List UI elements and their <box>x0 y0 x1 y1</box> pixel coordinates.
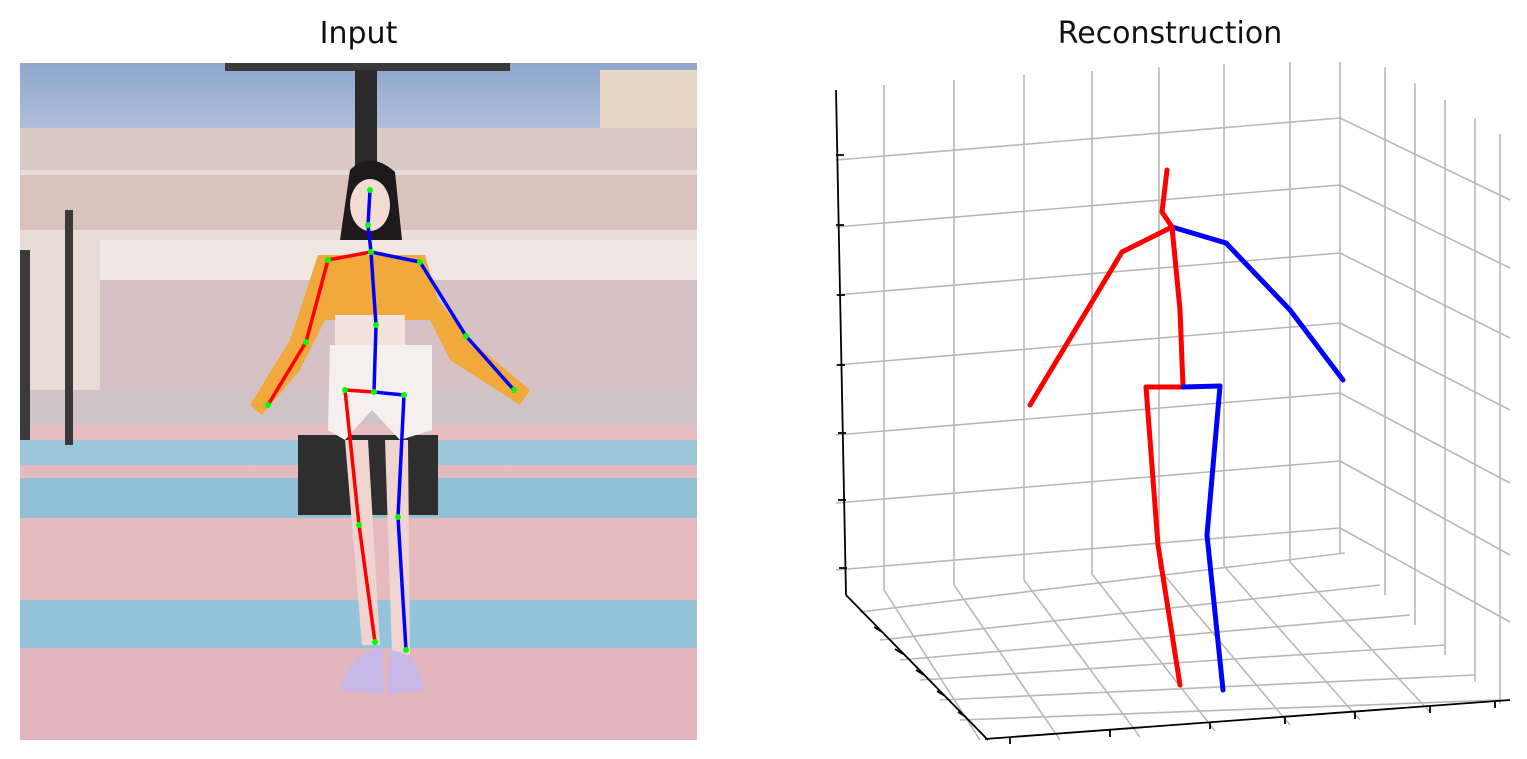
skeleton-2d-bone-r_shoulder-r_elbow <box>304 258 330 344</box>
skeleton-2d-bone-spine-pelvis <box>372 323 378 394</box>
floor-grid <box>859 552 1501 741</box>
skeleton-3d-bone-neck-l_shoulder <box>1169 224 1229 246</box>
skeleton-2d-bone-nose-neck <box>366 223 373 254</box>
skeleton-2d-bone-pelvis-r_hip <box>343 388 376 394</box>
z-axis-ticks <box>836 154 847 569</box>
y-axis-line <box>984 699 1511 740</box>
skeleton-3d-bone-l_knee-l_ankle <box>1204 532 1226 693</box>
skeleton-2d-bone-r_knee-r_ankle <box>357 523 377 644</box>
skeleton-2d-joint-r_hip <box>342 387 348 393</box>
skeleton-3d-bone-l_hip-l_knee <box>1204 383 1223 538</box>
skeleton-2d-bone-l_hip-l_knee <box>396 393 406 519</box>
skeleton-2d-joint-r_elbow <box>303 339 309 345</box>
x-axis-ticks <box>873 626 967 718</box>
skeleton-2d-joints <box>265 187 517 653</box>
skeleton-2d-joint-pelvis <box>371 389 377 395</box>
skeleton-3d-bone-head_top-nose <box>1159 167 1170 215</box>
skeleton-3d-bone-spine-pelvis <box>1177 307 1186 390</box>
side-wall-verticals <box>1339 62 1501 704</box>
skeleton-2d-joint-nose <box>365 222 371 228</box>
skeleton-2d-bone-neck-r_shoulder <box>326 250 373 262</box>
skeleton-2d-joint-head_top <box>367 187 373 193</box>
skeleton-2d-bone-head_top-nose <box>366 188 372 227</box>
input-photo <box>20 63 697 740</box>
skeleton-2d-bone-r_elbow-r_wrist <box>266 340 308 407</box>
skeleton-2d-bone-pelvis-l_hip <box>372 390 406 397</box>
skeleton-3d-bone-neck-spine <box>1169 224 1183 313</box>
y-axis-ticks <box>1009 701 1496 744</box>
skeleton-3d-bone-neck-r_shoulder <box>1119 224 1175 255</box>
skeleton-2d-bone-neck-l_shoulder <box>369 250 422 264</box>
axis-lines <box>835 89 1511 744</box>
reconstruction-plot <box>790 60 1527 759</box>
skeleton-3d-bones <box>1027 167 1346 693</box>
skeleton-2d-joint-l_ankle <box>403 647 409 653</box>
skeleton-2d-bones <box>266 188 516 652</box>
skeleton-2d-bone-l_knee-l_ankle <box>396 515 408 652</box>
skeleton-3d-bone-l_elbow-l_wrist <box>1287 307 1346 383</box>
axes-3d-grid <box>835 62 1511 741</box>
skeleton-2d-joint-spine <box>373 322 379 328</box>
back-wall-verticals <box>883 62 1291 590</box>
skeleton-2d-joint-l_elbow <box>463 333 469 339</box>
back-wall-horizontals <box>835 117 1341 571</box>
skeleton-2d-bone-l_elbow-l_wrist <box>464 334 516 392</box>
skeleton-2d-joint-r_wrist <box>265 402 271 408</box>
skeleton-3d-bone-l_shoulder-l_elbow <box>1223 240 1293 313</box>
skeleton-2d-joint-l_wrist <box>511 387 517 393</box>
skeleton-3d-bone-nose-neck <box>1159 209 1175 230</box>
skeleton-3d-bone-r_knee-r_ankle <box>1155 542 1183 688</box>
skeleton-3d-bone-r_shoulder-r_wrist <box>1027 249 1125 408</box>
input-photo-svg <box>20 63 697 740</box>
skeleton-2d-joint-r_ankle <box>372 639 378 645</box>
skeleton-2d-joint-r_knee <box>356 522 362 528</box>
input-panel-title: Input <box>319 16 398 51</box>
skeleton-3d-bone-pelvis-l_hip <box>1180 383 1223 390</box>
skeleton-2d-bone-neck-spine <box>369 250 378 327</box>
skeleton-2d-bone-l_shoulder-l_elbow <box>418 260 468 338</box>
reconstruction-svg <box>835 62 1511 744</box>
x-axis-line <box>845 594 989 741</box>
skeleton-2d-joint-r_shoulder <box>325 257 331 263</box>
reconstruction-panel-title: Reconstruction <box>1057 16 1283 51</box>
skeleton-2d-joint-neck <box>368 249 374 255</box>
skeleton-2d-bone-r_hip-r_knee <box>343 388 361 527</box>
z-axis-line <box>835 89 847 596</box>
side-wall-horizontals <box>1339 117 1511 623</box>
skeleton-2d-joint-l_hip <box>401 392 407 398</box>
skeleton-3d-bone-r_hip-r_knee <box>1143 384 1161 548</box>
skeleton-2d-joint-l_knee <box>395 514 401 520</box>
skeleton-2d-joint-l_shoulder <box>417 259 423 265</box>
